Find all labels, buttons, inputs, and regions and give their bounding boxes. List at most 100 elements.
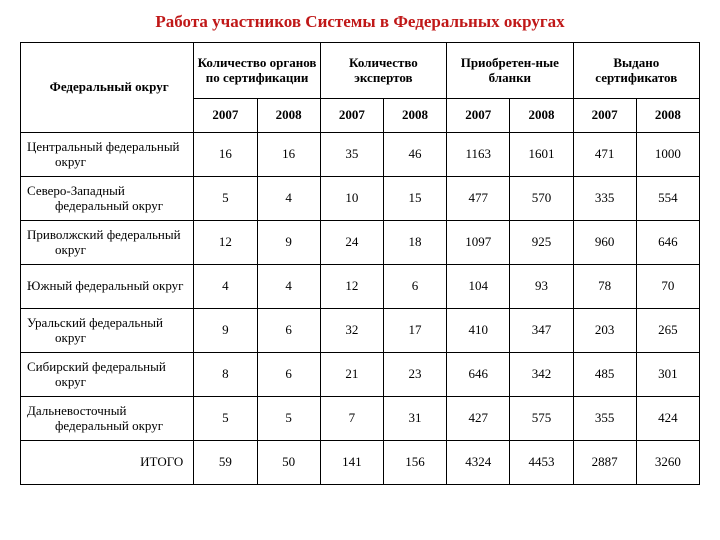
header-year: 2008 <box>636 99 699 133</box>
data-cell: 4 <box>257 177 320 221</box>
header-district: Федеральный округ <box>21 43 194 133</box>
data-cell: 10 <box>320 177 383 221</box>
header-year: 2007 <box>194 99 257 133</box>
data-cell: 12 <box>320 265 383 309</box>
data-cell: 5 <box>194 177 257 221</box>
page-title: Работа участников Системы в Федеральных … <box>20 12 700 32</box>
header-group-1: Количество экспертов <box>320 43 446 99</box>
table-row: Южный федеральный округ44126104937870 <box>21 265 700 309</box>
data-cell: 16 <box>257 133 320 177</box>
data-cell: 23 <box>383 353 446 397</box>
district-name-line1: Приволжский федеральный <box>27 227 181 242</box>
data-cell: 21 <box>320 353 383 397</box>
data-cell: 46 <box>383 133 446 177</box>
header-group-2: Приобретен-ные бланки <box>447 43 573 99</box>
data-cell: 485 <box>573 353 636 397</box>
data-cell: 203 <box>573 309 636 353</box>
header-year: 2007 <box>573 99 636 133</box>
table-row: Центральный федеральныйокруг161635461163… <box>21 133 700 177</box>
table-body: Центральный федеральныйокруг161635461163… <box>21 133 700 485</box>
district-name-line1: Дальневосточный <box>27 403 126 418</box>
data-cell: 265 <box>636 309 699 353</box>
data-cell: 1163 <box>447 133 510 177</box>
header-year: 2007 <box>320 99 383 133</box>
table-row: Уральский федеральныйокруг96321741034720… <box>21 309 700 353</box>
data-cell: 31 <box>383 397 446 441</box>
data-cell: 960 <box>573 221 636 265</box>
header-year: 2007 <box>447 99 510 133</box>
total-cell: 4453 <box>510 441 573 485</box>
data-cell: 4 <box>257 265 320 309</box>
header-group-3: Выдано сертификатов <box>573 43 699 99</box>
data-cell: 24 <box>320 221 383 265</box>
header-year: 2008 <box>257 99 320 133</box>
data-cell: 575 <box>510 397 573 441</box>
data-cell: 12 <box>194 221 257 265</box>
total-label: ИТОГО <box>21 441 194 485</box>
district-name-line2: федеральный округ <box>27 419 191 434</box>
district-name: Центральный федеральныйокруг <box>21 133 194 177</box>
data-cell: 342 <box>510 353 573 397</box>
total-cell: 156 <box>383 441 446 485</box>
table-row: Северо-Западныйфедеральный округ54101547… <box>21 177 700 221</box>
district-name-line1: Северо-Западный <box>27 183 125 198</box>
header-year: 2008 <box>383 99 446 133</box>
data-cell: 8 <box>194 353 257 397</box>
data-cell: 410 <box>447 309 510 353</box>
data-cell: 477 <box>447 177 510 221</box>
data-cell: 424 <box>636 397 699 441</box>
data-cell: 15 <box>383 177 446 221</box>
data-cell: 347 <box>510 309 573 353</box>
total-row: ИТОГО59501411564324445328873260 <box>21 441 700 485</box>
total-cell: 59 <box>194 441 257 485</box>
data-cell: 471 <box>573 133 636 177</box>
data-cell: 925 <box>510 221 573 265</box>
data-cell: 93 <box>510 265 573 309</box>
data-cell: 1000 <box>636 133 699 177</box>
total-cell: 2887 <box>573 441 636 485</box>
header-year: 2008 <box>510 99 573 133</box>
data-cell: 5 <box>194 397 257 441</box>
data-cell: 6 <box>383 265 446 309</box>
data-cell: 355 <box>573 397 636 441</box>
data-cell: 301 <box>636 353 699 397</box>
data-cell: 9 <box>257 221 320 265</box>
district-name-line2: округ <box>27 155 191 170</box>
data-cell: 35 <box>320 133 383 177</box>
data-cell: 1601 <box>510 133 573 177</box>
table-row: Приволжский федеральныйокруг129241810979… <box>21 221 700 265</box>
district-name-line1: Сибирский федеральный <box>27 359 166 374</box>
header-group-0: Количество органов по сертификации <box>194 43 320 99</box>
data-cell: 4 <box>194 265 257 309</box>
data-cell: 7 <box>320 397 383 441</box>
data-cell: 1097 <box>447 221 510 265</box>
data-cell: 78 <box>573 265 636 309</box>
district-name: Уральский федеральныйокруг <box>21 309 194 353</box>
data-cell: 554 <box>636 177 699 221</box>
district-name: Дальневосточныйфедеральный округ <box>21 397 194 441</box>
district-name: Сибирский федеральныйокруг <box>21 353 194 397</box>
data-cell: 18 <box>383 221 446 265</box>
district-name: Северо-Западныйфедеральный округ <box>21 177 194 221</box>
district-name-line1: Центральный федеральный <box>27 139 180 154</box>
data-cell: 32 <box>320 309 383 353</box>
district-name-line1: Южный федеральный округ <box>27 278 183 293</box>
total-cell: 3260 <box>636 441 699 485</box>
data-cell: 9 <box>194 309 257 353</box>
district-name-line2: федеральный округ <box>27 199 191 214</box>
data-cell: 570 <box>510 177 573 221</box>
data-cell: 104 <box>447 265 510 309</box>
district-name-line2: округ <box>27 331 191 346</box>
district-name-line2: округ <box>27 375 191 390</box>
data-cell: 646 <box>447 353 510 397</box>
data-cell: 70 <box>636 265 699 309</box>
total-cell: 50 <box>257 441 320 485</box>
data-cell: 335 <box>573 177 636 221</box>
district-name: Южный федеральный округ <box>21 265 194 309</box>
districts-table: Федеральный округ Количество органов по … <box>20 42 700 485</box>
data-cell: 6 <box>257 309 320 353</box>
table-row: Дальневосточныйфедеральный округ55731427… <box>21 397 700 441</box>
data-cell: 17 <box>383 309 446 353</box>
total-cell: 141 <box>320 441 383 485</box>
data-cell: 427 <box>447 397 510 441</box>
